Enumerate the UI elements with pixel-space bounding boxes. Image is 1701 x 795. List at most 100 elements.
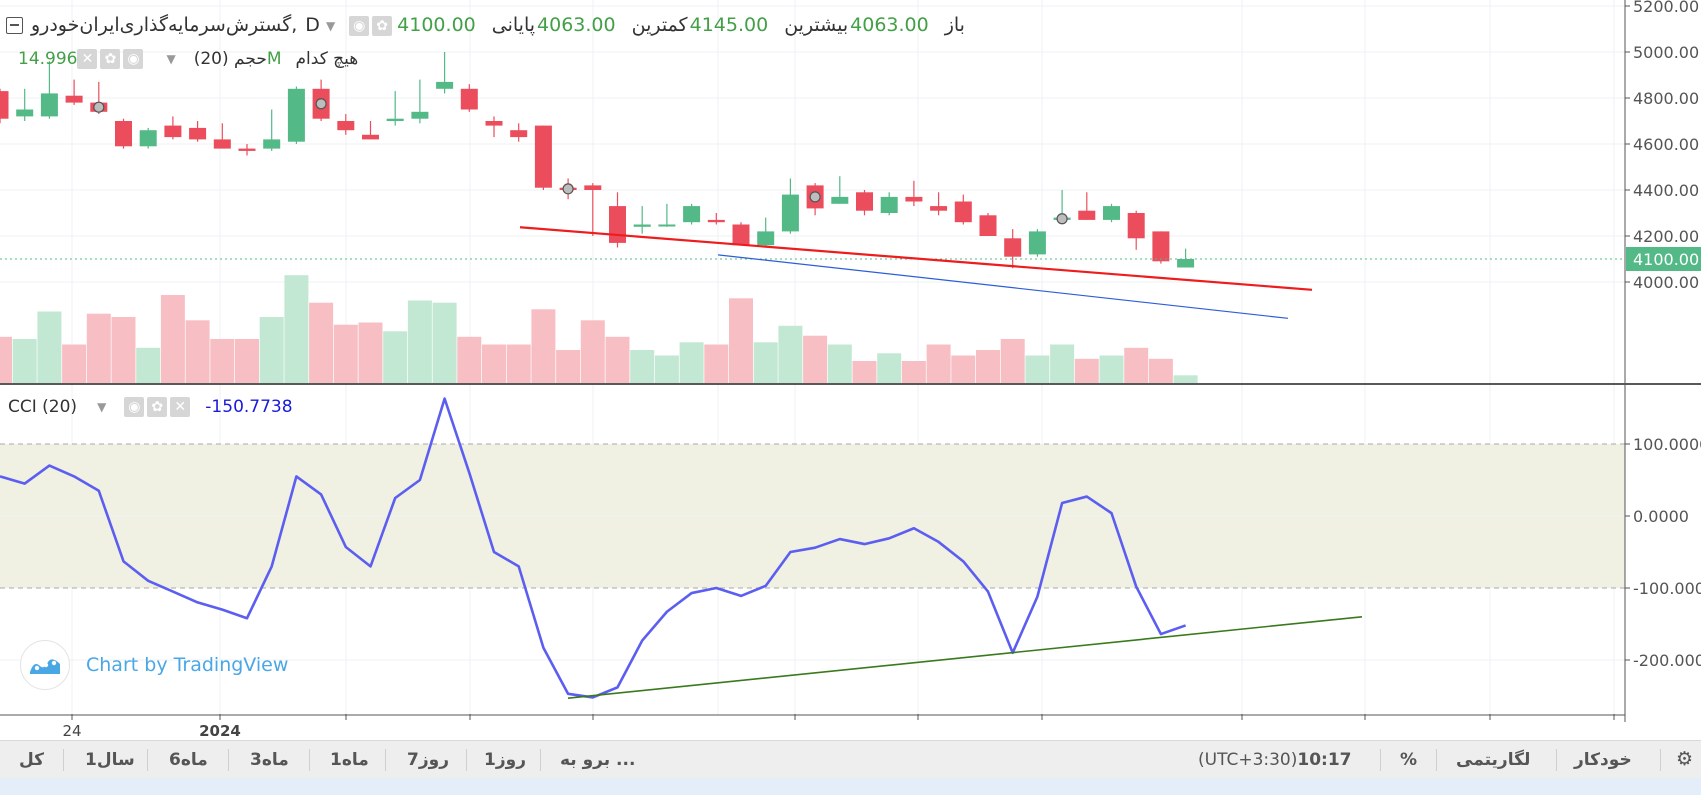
- volume-bar: [753, 342, 778, 383]
- gear-icon[interactable]: ✿: [147, 397, 168, 417]
- volume-bar: [1025, 355, 1050, 383]
- divider: [147, 749, 148, 771]
- divider: [1436, 749, 1437, 771]
- chevron-down-icon[interactable]: ▼: [166, 52, 176, 66]
- candle-body: [386, 118, 404, 121]
- settings-gear-icon[interactable]: ⚙: [1676, 748, 1694, 770]
- candle-body: [781, 194, 799, 232]
- eye-icon[interactable]: ◉: [349, 15, 370, 36]
- range-all[interactable]: کل: [19, 750, 45, 770]
- volume-bar: [457, 336, 482, 383]
- volume-bar: [185, 320, 210, 383]
- high-value: 4145.00: [689, 14, 769, 36]
- range-1d[interactable]: 1روز: [484, 750, 526, 770]
- symbol-name[interactable]: گسترش‌سرمایه‌گذاری‌ایران‌خودرو: [31, 14, 292, 36]
- candle-body: [238, 148, 256, 151]
- candle-body: [633, 224, 651, 227]
- volume-bar: [12, 339, 37, 383]
- eye-icon[interactable]: ◉: [124, 397, 145, 417]
- tradingview-logo-icon: [20, 640, 70, 690]
- candle-body: [584, 185, 602, 190]
- divider: [466, 749, 467, 771]
- close-icon[interactable]: ✕: [77, 49, 98, 69]
- log-toggle[interactable]: لگاریتمی: [1456, 750, 1531, 770]
- candle-body: [16, 109, 34, 117]
- cci-tick-label: 0.0000: [1633, 507, 1689, 526]
- candle-body: [609, 206, 626, 243]
- volume-bar: [729, 298, 753, 383]
- volume-bar: [605, 336, 630, 383]
- volume-bar: [901, 361, 926, 383]
- range-6m[interactable]: 6ماه: [169, 750, 208, 770]
- goto-date-button[interactable]: برو به ...: [560, 750, 636, 770]
- cci-name[interactable]: CCI (20): [8, 397, 78, 417]
- range-7d[interactable]: 7روز: [407, 750, 449, 770]
- volume-bar: [1050, 344, 1075, 383]
- volume-bar: [1148, 358, 1173, 383]
- tradingview-watermark[interactable]: Chart by TradingView: [20, 640, 289, 690]
- volume-bar: [160, 295, 185, 383]
- price-tick-label: 5200.00: [1633, 0, 1699, 16]
- range-1y[interactable]: 1سال: [85, 750, 135, 770]
- price-tick-label: 5000.00: [1633, 43, 1699, 62]
- footer-strip: [0, 778, 1701, 795]
- volume-bar: [852, 361, 877, 383]
- price-tick-label: 4200.00: [1633, 227, 1699, 246]
- volume-bar: [383, 331, 408, 383]
- chart-canvas[interactable]: 5200.00 5000.00 4800.00 4600.00 4400.00 4200.…: [0, 0, 1701, 740]
- candle-body: [979, 215, 997, 236]
- percent-toggle[interactable]: %: [1400, 750, 1418, 770]
- candle-body: [115, 121, 132, 147]
- gear-icon[interactable]: ✿: [372, 15, 393, 36]
- candle-body: [139, 130, 157, 147]
- cci-tick-label: -200.0000: [1633, 651, 1701, 670]
- timezone-label[interactable]: (UTC+3:30)10:17: [1198, 750, 1352, 770]
- volume-bar: [136, 347, 161, 383]
- chevron-down-icon[interactable]: ▼: [97, 400, 107, 414]
- candle-body: [905, 196, 923, 202]
- candle-body: [856, 192, 873, 211]
- volume-bar: [556, 350, 581, 383]
- volume-bar: [1000, 339, 1025, 383]
- volume-bar: [37, 311, 62, 383]
- candle-body: [263, 139, 281, 149]
- volume-bar: [407, 300, 432, 383]
- interval-label[interactable]: D: [305, 14, 320, 36]
- gear-icon[interactable]: ✿: [100, 49, 121, 69]
- collapse-icon[interactable]: [6, 17, 23, 34]
- volume-bar: [432, 302, 457, 383]
- event-marker: [809, 191, 821, 203]
- divider: [1556, 749, 1557, 771]
- price-tick-label: 4600.00: [1633, 135, 1699, 154]
- auto-toggle[interactable]: خودکار: [1574, 750, 1632, 770]
- candle-body: [930, 206, 948, 211]
- volume-bar: [679, 342, 704, 383]
- chevron-down-icon[interactable]: ▼: [325, 18, 336, 33]
- candle-body: [287, 88, 305, 142]
- symbol-legend: گسترش‌سرمایه‌گذاری‌ایران‌خودرو, D ▼ ◉ ✿ باز40…: [6, 14, 965, 36]
- candle-body: [1028, 231, 1046, 255]
- volume-bar: [951, 355, 976, 383]
- volume-bar: [877, 353, 902, 383]
- close-value: 4100.00: [397, 14, 476, 36]
- volume-bar: [86, 313, 111, 383]
- candle-body: [510, 130, 528, 138]
- volume-bar: [111, 317, 136, 383]
- watermark-text: Chart by TradingView: [86, 654, 289, 676]
- eye-icon[interactable]: ◉: [123, 49, 144, 69]
- volume-bar: [1074, 358, 1099, 383]
- candle-body: [683, 206, 701, 223]
- volume-bar: [235, 339, 259, 383]
- candle-body: [362, 134, 379, 140]
- range-3m[interactable]: 3ماه: [250, 750, 289, 770]
- candle-body: [485, 121, 503, 126]
- divider: [63, 749, 64, 771]
- range-1m[interactable]: 1ماه: [330, 750, 369, 770]
- volume-bar: [803, 335, 828, 383]
- close-icon[interactable]: ✕: [170, 397, 191, 417]
- candle-body: [40, 93, 58, 117]
- volume-name[interactable]: حجم (20): [193, 49, 267, 69]
- divider: [228, 749, 229, 771]
- volume-bar: [827, 344, 852, 383]
- divider: [1660, 749, 1661, 771]
